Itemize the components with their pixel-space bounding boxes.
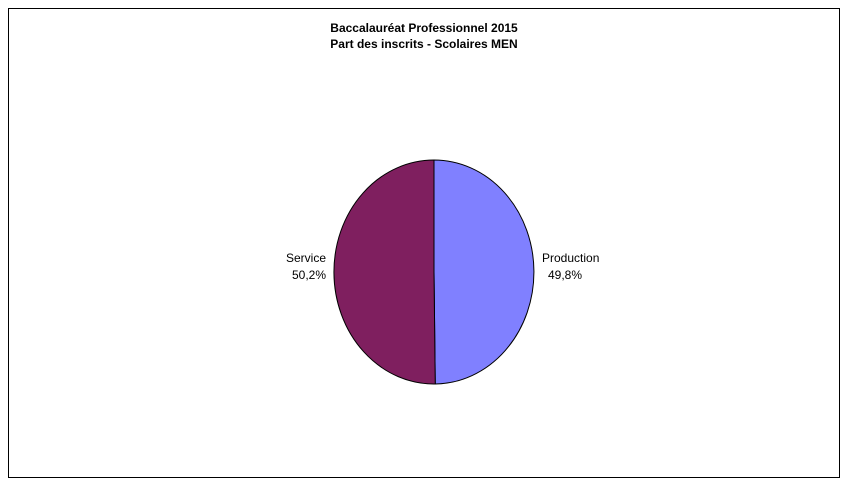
pie-slices bbox=[333, 159, 535, 385]
pie-chart: Production 49,8% Service 50,2% bbox=[286, 159, 599, 385]
pie-slice-service bbox=[333, 159, 436, 385]
chart-subtitle: Part des inscrits - Scolaires MEN bbox=[330, 37, 518, 51]
pie-labels: Production 49,8% Service 50,2% bbox=[286, 251, 599, 282]
pie-slice-production bbox=[433, 159, 535, 385]
chart-title-block: Baccalauréat Professionnel 2015 Part des… bbox=[0, 20, 848, 52]
slice-value-production: 49,8% bbox=[548, 268, 582, 282]
slice-label-production: Production bbox=[542, 251, 599, 265]
slice-value-service: 50,2% bbox=[292, 268, 326, 282]
slice-label-service: Service bbox=[286, 251, 326, 265]
chart-title: Baccalauréat Professionnel 2015 bbox=[330, 21, 518, 35]
